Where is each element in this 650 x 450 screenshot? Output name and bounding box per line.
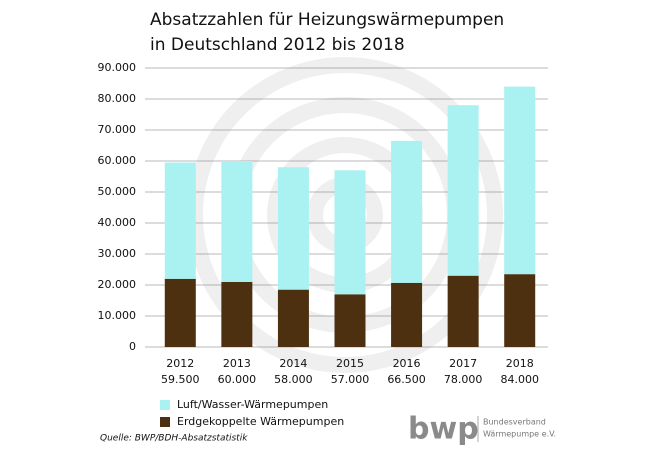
total-label: 78.000 — [444, 373, 483, 386]
bar-segment — [164, 278, 196, 347]
total-label: 84.000 — [500, 373, 539, 386]
y-tick-label: 50.000 — [98, 185, 137, 198]
x-tick-label: 2012 — [166, 357, 194, 370]
bar-segment — [334, 170, 366, 295]
bar-segment — [504, 274, 536, 347]
legend-label: Luft/Wasser-Wärmepumpen — [177, 398, 328, 411]
bar-segment — [221, 161, 253, 282]
x-tick-label: 2016 — [393, 357, 421, 370]
total-label: 57.000 — [331, 373, 370, 386]
y-tick-label: 30.000 — [98, 247, 137, 260]
bar-segment — [277, 167, 309, 290]
logo-text: Bundesverband — [483, 418, 546, 427]
legend-swatch — [160, 417, 170, 427]
y-tick-label: 0 — [129, 340, 136, 353]
x-tick-label: 2014 — [279, 357, 307, 370]
y-tick-label: 70.000 — [98, 123, 137, 136]
chart-title: Absatzzahlen für Heizungswärmepumpen — [150, 10, 504, 30]
y-tick-label: 90.000 — [98, 61, 137, 74]
bar-segment — [391, 140, 423, 283]
y-tick-label: 40.000 — [98, 216, 137, 229]
bar-segment — [447, 105, 479, 276]
source: Quelle: BWP/BDH-Absatzstatistik — [100, 434, 248, 444]
x-tick-label: 2013 — [223, 357, 251, 370]
chart-title: in Deutschland 2012 bis 2018 — [150, 35, 405, 55]
x-tick-label: 2015 — [336, 357, 364, 370]
legend-label: Erdgekoppelte Wärmepumpen — [177, 415, 344, 428]
bar-segment — [164, 162, 196, 279]
bar-segment — [334, 294, 366, 347]
bar-segment — [447, 275, 479, 347]
y-tick-label: 80.000 — [98, 92, 137, 105]
x-tick-label: 2018 — [506, 357, 534, 370]
y-tick-label: 20.000 — [98, 278, 137, 291]
total-label: 59.500 — [161, 373, 200, 386]
total-label: 66.500 — [387, 373, 426, 386]
y-tick-label: 10.000 — [98, 309, 137, 322]
total-label: 58.000 — [274, 373, 313, 386]
total-label: 60.000 — [218, 373, 257, 386]
bar-segment — [221, 281, 253, 347]
bar-segment — [504, 86, 536, 275]
bar-segment — [277, 289, 309, 347]
logo-mark: bwp — [408, 412, 479, 447]
logo-text: Wärmepumpe e.V. — [483, 430, 556, 439]
bar-segment — [391, 282, 423, 347]
y-tick-label: 60.000 — [98, 154, 137, 167]
legend-swatch — [160, 400, 170, 410]
x-tick-label: 2017 — [449, 357, 477, 370]
